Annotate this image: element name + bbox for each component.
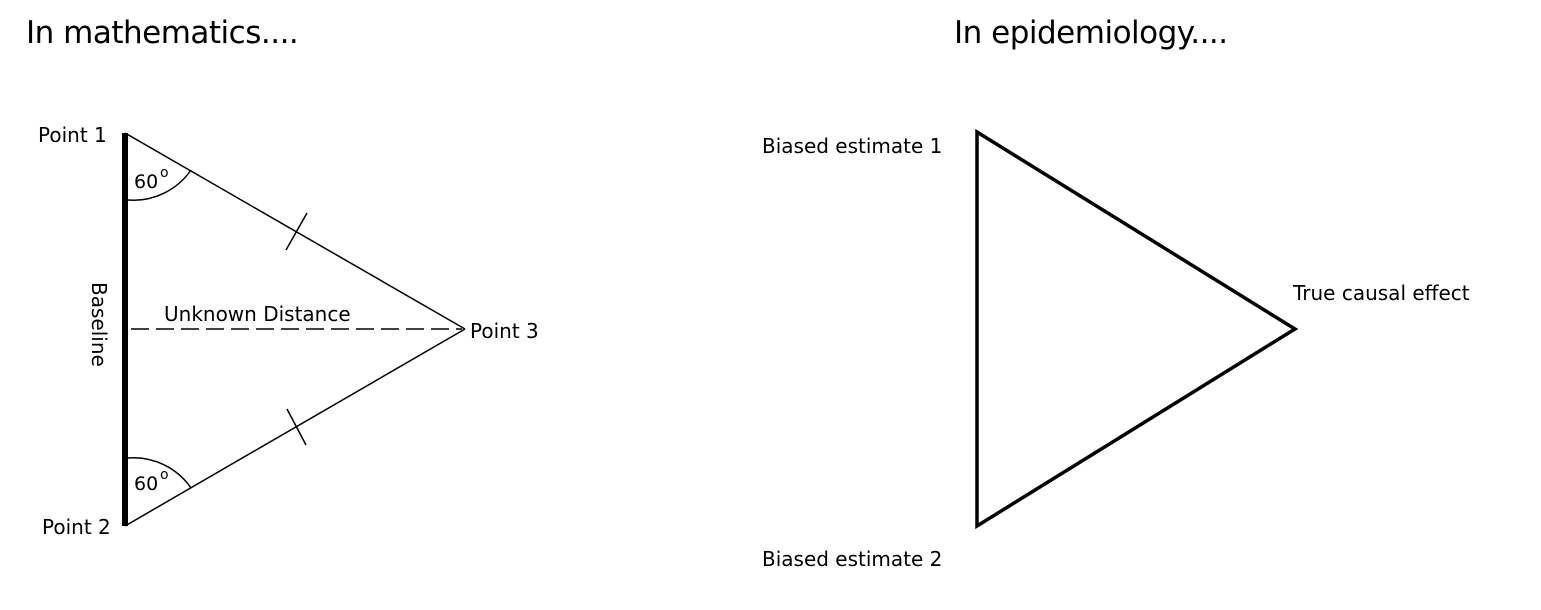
true-causal-effect-label: True causal effect — [1292, 281, 1470, 305]
angle-bottom-degree: o — [160, 467, 169, 483]
angle-arc-bottom — [127, 457, 192, 489]
side-point2-point3 — [124, 328, 466, 527]
epi-heading: In epidemiology.... — [954, 15, 1228, 51]
equal-tick-upper — [285, 212, 308, 251]
angle-top-degree: o — [160, 165, 169, 181]
point2-label: Point 2 — [42, 515, 111, 539]
equal-tick-lower — [286, 408, 307, 446]
side-point1-point3 — [124, 132, 466, 330]
math-triangle-diagram: Point 1 Point 2 Point 3 Unknown Distance… — [38, 123, 539, 539]
math-heading: In mathematics.... — [26, 15, 299, 51]
point1-label: Point 1 — [38, 123, 107, 147]
point3-label: Point 3 — [470, 319, 539, 343]
angle-arc-top — [127, 169, 192, 201]
baseline-label: Baseline — [87, 282, 111, 367]
angle-top-value: 60 — [134, 171, 158, 193]
biased-estimate-2-label: Biased estimate 2 — [762, 547, 942, 571]
biased-estimate-1-label: Biased estimate 1 — [762, 134, 942, 158]
angle-bottom-value: 60 — [134, 473, 158, 495]
unknown-distance-label: Unknown Distance — [164, 302, 351, 326]
epi-triangle-diagram: Biased estimate 1 Biased estimate 2 True… — [762, 128, 1470, 571]
epi-triangle — [975, 128, 1299, 530]
